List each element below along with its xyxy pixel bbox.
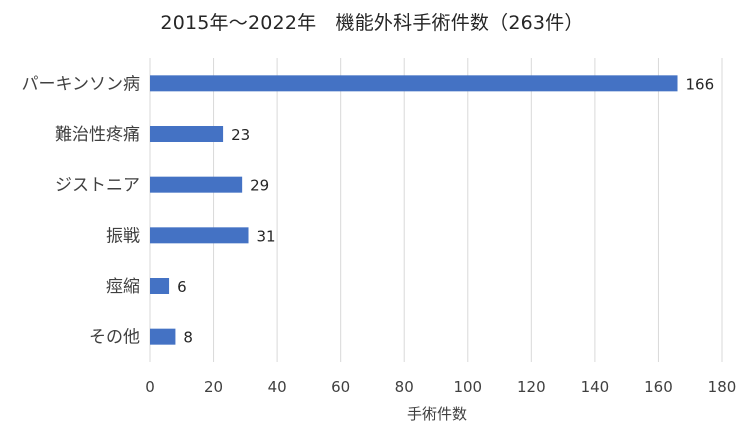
x-tick-labels: 0 20 40 60 80 100 120 140 160 180: [145, 378, 736, 396]
bar: [150, 176, 243, 193]
x-tick-label: 120: [517, 378, 546, 396]
bars: [150, 75, 678, 345]
x-axis-title: 手術件数: [407, 405, 467, 423]
bar: [150, 75, 678, 92]
data-label: 31: [257, 227, 276, 245]
category-label: 痙縮: [106, 277, 140, 297]
x-tick-label: 60: [331, 378, 350, 396]
x-tick-label: 40: [268, 378, 287, 396]
x-tick-label: 80: [395, 378, 414, 396]
data-label: 23: [231, 126, 250, 144]
x-tick-label: 160: [644, 378, 673, 396]
data-labels: 166 23 29 31 6 8: [177, 75, 714, 346]
data-label: 8: [183, 329, 193, 347]
bar: [150, 227, 249, 244]
category-label: パーキンソン病: [22, 74, 141, 94]
data-label: 166: [686, 75, 715, 93]
data-label: 6: [177, 278, 187, 296]
x-tick-label: 140: [581, 378, 610, 396]
x-tick-label: 180: [708, 378, 737, 396]
category-label: ジストニア: [55, 176, 140, 196]
category-label: 振戦: [106, 226, 140, 246]
x-tick-label: 20: [204, 378, 223, 396]
gridlines: [149, 58, 723, 362]
bar: [150, 126, 224, 142]
x-tick-label: 100: [453, 378, 482, 396]
chart-title: 2015年～2022年 機能外科手術件数（263件）: [160, 12, 584, 34]
bar: [150, 278, 170, 294]
bar: [150, 328, 176, 345]
data-label: 29: [250, 177, 269, 195]
category-label: 難治性疼痛: [55, 125, 140, 145]
x-tick-label: 0: [145, 378, 155, 396]
category-label: その他: [89, 328, 140, 348]
